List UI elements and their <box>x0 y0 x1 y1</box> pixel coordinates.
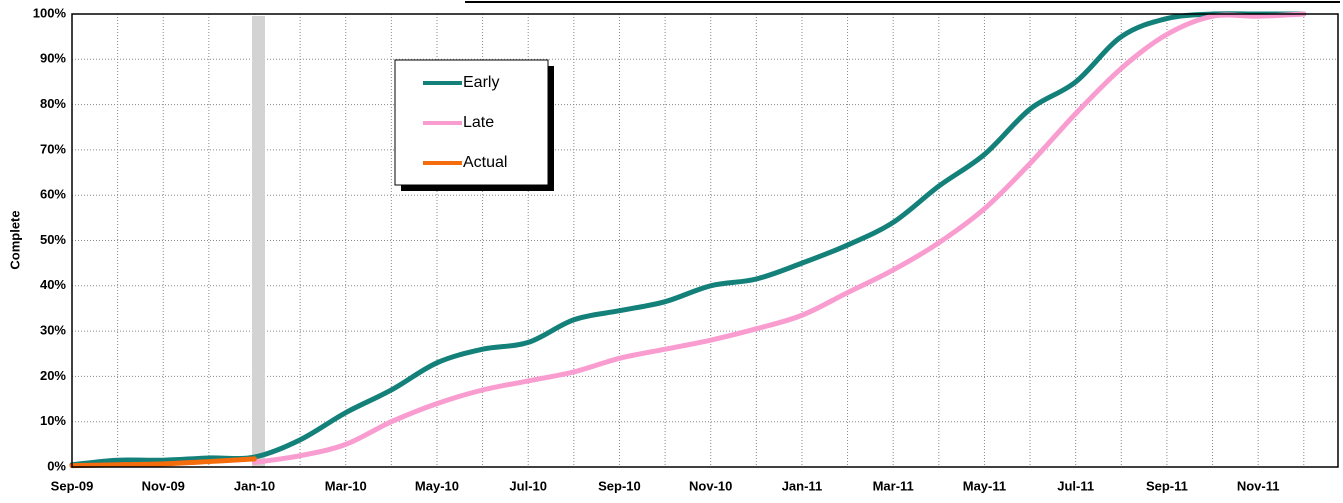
y-tick-label: 60% <box>40 187 66 202</box>
legend: Early Late Actual <box>394 59 554 191</box>
legend-label: Early <box>463 74 499 91</box>
x-tick-label: Jul-11 <box>1057 478 1094 493</box>
x-tick-label: Mar-11 <box>873 478 914 493</box>
y-tick-label: 100% <box>33 5 67 20</box>
x-tick-label: Sep-10 <box>598 478 641 493</box>
data-date-bar <box>252 16 265 468</box>
legend-label: Late <box>463 114 494 131</box>
y-tick-label: 50% <box>40 232 66 247</box>
y-tick-label: 10% <box>40 413 66 428</box>
y-tick-label: 40% <box>40 277 66 292</box>
x-tick-label: Nov-09 <box>142 478 185 493</box>
legend-box <box>394 59 549 186</box>
x-tick-label: Mar-10 <box>325 478 367 493</box>
series-line <box>69 11 1307 468</box>
y-tick-label: 90% <box>40 51 66 66</box>
x-tick-label: Jul-10 <box>509 478 547 493</box>
y-tick-label: 20% <box>40 368 66 383</box>
x-tick-label: Jan-11 <box>782 478 822 493</box>
y-axis-title: Complete <box>7 210 22 269</box>
x-tick-label: May-10 <box>415 478 459 493</box>
series-line <box>251 11 1307 465</box>
x-tick-label: May-11 <box>963 478 1006 493</box>
x-tick-label: Nov-11 <box>1237 478 1280 493</box>
legend-label: Actual <box>463 154 507 171</box>
x-tick-label: Jan-10 <box>234 478 275 493</box>
y-tick-label: 80% <box>40 96 66 111</box>
x-tick-label: Nov-10 <box>689 478 732 493</box>
y-tick-label: 0% <box>47 458 66 473</box>
series-line <box>69 456 257 469</box>
x-tick-label: Sep-11 <box>1146 478 1188 493</box>
x-tick-label: Sep-09 <box>51 478 94 493</box>
y-tick-label: 30% <box>40 323 66 338</box>
y-tick-label: 70% <box>40 141 66 156</box>
plot-border <box>71 13 1339 468</box>
